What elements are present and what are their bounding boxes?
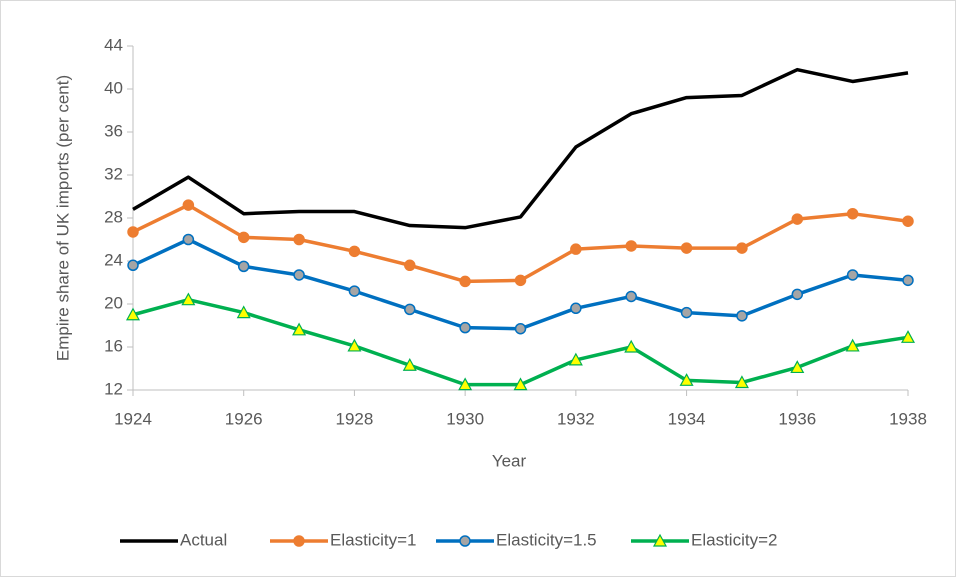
marker	[292, 322, 307, 336]
marker	[513, 377, 528, 391]
marker	[791, 288, 804, 301]
y-tick-label: 44	[104, 35, 123, 54]
marker	[846, 269, 859, 281]
x-tick-label: 1928	[336, 409, 374, 428]
x-tick-label: 1934	[668, 409, 706, 428]
marker	[293, 269, 305, 281]
x-axis-label: Year	[492, 451, 527, 470]
marker	[236, 305, 251, 319]
marker	[404, 303, 416, 316]
marker	[625, 240, 637, 252]
legend-label: Elasticity=1.5	[496, 530, 597, 549]
y-axis-label: Empire share of UK imports (per cent)	[53, 75, 72, 361]
marker	[237, 260, 250, 273]
legend-label: Actual	[180, 530, 227, 549]
marker	[125, 307, 141, 321]
marker	[625, 290, 637, 303]
marker	[570, 243, 582, 255]
marker	[902, 215, 914, 227]
y-tick-label: 28	[104, 207, 123, 226]
marker	[459, 275, 471, 288]
marker	[402, 358, 417, 371]
marker	[293, 233, 305, 246]
series-line	[132, 67, 909, 230]
marker	[181, 292, 196, 306]
legend-marker	[459, 535, 471, 547]
marker	[679, 373, 694, 386]
y-tick-label: 32	[104, 164, 123, 183]
marker	[182, 233, 195, 246]
x-tick-label: 1938	[889, 409, 927, 428]
marker	[348, 285, 361, 297]
marker	[736, 242, 748, 254]
marker	[514, 274, 527, 287]
marker	[459, 321, 471, 334]
marker	[902, 274, 914, 287]
marker	[570, 302, 582, 315]
x-tick-label: 1932	[557, 409, 595, 428]
marker	[347, 338, 362, 352]
marker	[790, 360, 805, 374]
marker	[846, 207, 859, 220]
marker	[182, 199, 195, 211]
y-tick-label: 40	[104, 78, 123, 97]
marker	[127, 226, 139, 238]
marker	[237, 231, 250, 244]
marker	[404, 259, 416, 272]
marker	[127, 259, 139, 272]
marker	[458, 377, 473, 391]
legend-marker	[652, 533, 668, 547]
marker	[680, 242, 693, 254]
marker	[736, 310, 748, 322]
y-tick-label: 20	[104, 293, 123, 312]
marker	[900, 330, 916, 343]
marker	[514, 322, 527, 335]
x-tick-label: 1926	[225, 409, 263, 428]
legend-label: Elasticity=2	[691, 530, 777, 549]
y-tick-label: 24	[104, 250, 123, 269]
marker	[680, 306, 693, 319]
y-tick-label: 16	[104, 336, 123, 355]
x-tick-label: 1924	[114, 409, 152, 428]
legend-label: Elasticity=1	[330, 530, 416, 549]
marker	[845, 338, 860, 352]
y-tick-label: 12	[104, 379, 123, 398]
marker	[791, 213, 804, 225]
marker	[734, 375, 749, 389]
legend-marker	[293, 535, 305, 547]
marker	[348, 245, 361, 258]
x-tick-label: 1936	[778, 409, 816, 428]
marker	[568, 352, 583, 366]
x-tick-label: 1930	[446, 409, 484, 428]
marker	[624, 339, 639, 353]
y-tick-label: 36	[104, 121, 123, 140]
